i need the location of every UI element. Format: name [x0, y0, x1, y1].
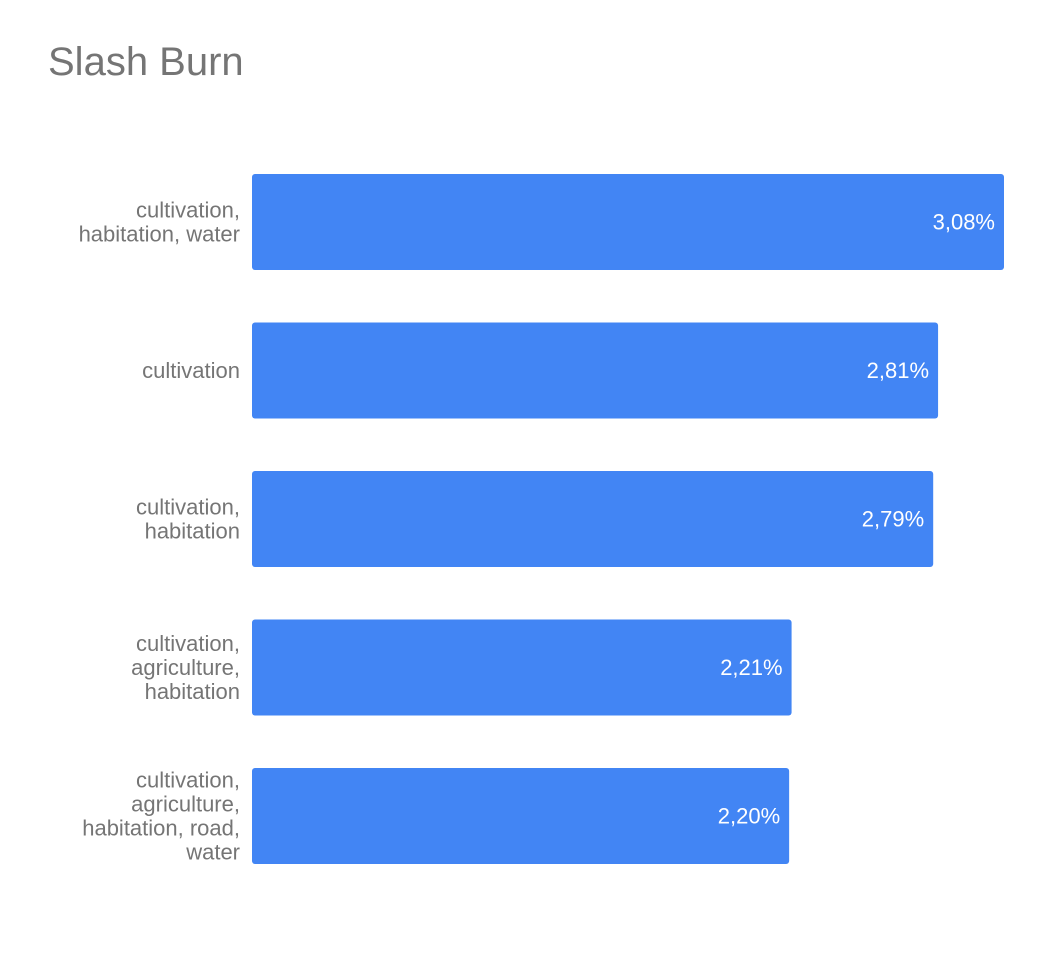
bar [252, 471, 934, 567]
bar-value-label: 3,08% [933, 210, 995, 235]
category-label: cultivation [142, 358, 240, 383]
category-label-line: agriculture, [131, 792, 240, 817]
bar [252, 768, 790, 864]
category-label-line: cultivation [142, 358, 240, 383]
bar-value-label: 2,81% [867, 358, 929, 383]
bar [252, 174, 1004, 270]
category-label-line: water [185, 840, 240, 865]
bar [252, 619, 792, 716]
bar [252, 322, 939, 419]
category-label-line: cultivation, [136, 768, 240, 793]
category-label: cultivation, habitation, water [79, 198, 240, 247]
category-label-line: habitation [145, 519, 240, 544]
chart-title: Slash Burn [48, 40, 244, 84]
bar-value-label: 2,20% [718, 804, 780, 829]
category-label-line: agriculture, [131, 655, 240, 680]
category-label: cultivation, habitation [136, 495, 240, 544]
bar-value-label: 2,21% [720, 655, 782, 680]
category-label-line: cultivation, [136, 495, 240, 520]
category-label-line: cultivation, [136, 198, 240, 223]
category-label-line: habitation, road, [82, 816, 240, 841]
category-label-line: habitation [145, 679, 240, 704]
category-label-line: habitation, water [79, 222, 240, 247]
category-label: cultivation, agriculture, habitation [131, 631, 240, 704]
bar-value-label: 2,79% [862, 507, 924, 532]
category-label-line: cultivation, [136, 631, 240, 656]
category-label: cultivation, agriculture, habitation, road… [82, 768, 240, 865]
